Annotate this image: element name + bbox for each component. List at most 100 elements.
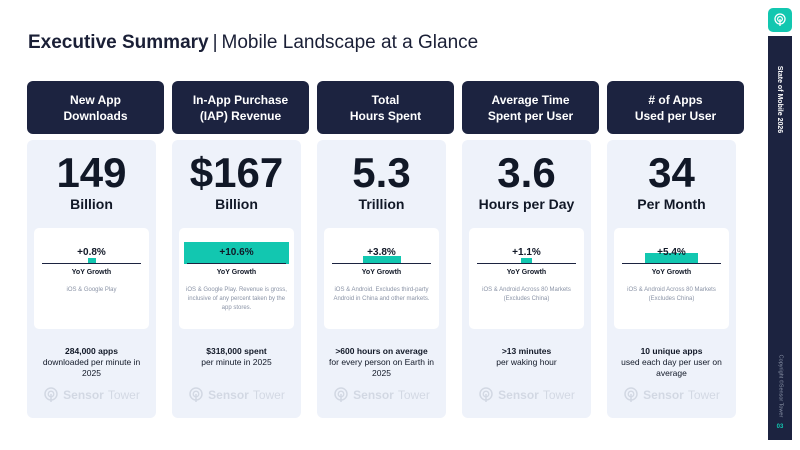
yoy-panel: +1.1% YoY Growth iOS & Android Across 80…	[469, 228, 584, 329]
metric-unit: Per Month	[637, 196, 706, 212]
metric-fact-highlight: 284,000 apps	[65, 346, 118, 356]
metric-fact-text: downloaded per minute in 2025	[42, 357, 141, 378]
yoy-baseline	[477, 263, 576, 264]
metric-fact-text: used each day per user on average	[621, 357, 722, 378]
metric-fact-highlight: >13 minutes	[501, 346, 552, 356]
metric-fact: >13 minutes per waking hour	[468, 346, 585, 368]
watermark-brand-light: Tower	[542, 388, 575, 402]
metric-fact-highlight: 10 unique apps	[640, 346, 703, 356]
card-header: Total Hours Spent	[317, 81, 454, 134]
page-title: Executive Summary | Mobile Landscape at a …	[28, 32, 478, 54]
yoy-baseline	[622, 263, 721, 264]
yoy-bar	[88, 258, 96, 264]
page-number: 03	[776, 424, 784, 430]
yoy-panel: +10.6% YoY Growth iOS & Google Play. Rev…	[179, 228, 294, 329]
metric-fact: 284,000 apps downloaded per minute in 20…	[33, 346, 150, 379]
watermark-brand-light: Tower	[252, 388, 285, 402]
metric-note: iOS & Google Play. Revenue is gross, inc…	[186, 287, 287, 311]
metric-fact: >600 hours on average for every person o…	[323, 346, 440, 379]
sidebar-title: State of Mobile 2026	[768, 44, 792, 154]
metric-value: 3.6	[497, 149, 556, 196]
yoy-bar-area	[469, 228, 584, 264]
page-title-main: Executive Summary	[28, 32, 209, 53]
card-header: # of Apps Used per User	[607, 81, 744, 134]
sidebar-copyright: Copyright ©Sensor Tower	[768, 336, 792, 436]
metric-unit: Trillion	[358, 196, 405, 212]
metric-card: 149 Billion +0.8% YoY Growth iOS & Googl…	[27, 140, 156, 418]
yoy-bar	[521, 258, 532, 264]
yoy-label: YoY Growth	[651, 269, 692, 276]
metric-fact-text: per waking hour	[496, 357, 557, 367]
sensor-tower-logo-icon	[768, 8, 792, 32]
yoy-baseline	[187, 263, 286, 264]
card-header: In-App Purchase (IAP) Revenue	[172, 81, 309, 134]
metric-value: 34	[648, 149, 695, 196]
sensor-tower-watermark-icon	[479, 387, 493, 402]
yoy-bar-area	[34, 228, 149, 264]
title-separator: |	[212, 32, 218, 53]
yoy-percent: +1.1%	[512, 247, 541, 258]
metric-fact-highlight: $318,000 spent	[206, 346, 267, 356]
metric-fact: 10 unique apps used each day per user on…	[613, 346, 730, 379]
yoy-baseline	[42, 263, 141, 264]
metric-unit: Billion	[215, 196, 258, 212]
metric-card: 5.3 Trillion +3.8% YoY Growth iOS & Andr…	[317, 140, 446, 418]
sidebar-title-text: State of Mobile 2026	[776, 65, 784, 133]
card-header-label: New App Downloads	[63, 92, 128, 123]
card-header: Average Time Spent per User	[462, 81, 599, 134]
metric-note: iOS & Android. Excludes third-party Andr…	[333, 287, 430, 302]
metric-card: 3.6 Hours per Day +1.1% YoY Growth iOS &…	[462, 140, 591, 418]
watermark-brand-bold: Sensor	[353, 388, 394, 402]
yoy-panel: +3.8% YoY Growth iOS & Android. Excludes…	[324, 228, 439, 329]
sensor-tower-watermark: Sensor Tower	[27, 387, 156, 403]
metric-card: 34 Per Month +5.4% YoY Growth iOS & Andr…	[607, 140, 736, 418]
metric-fact: $318,000 spent per minute in 2025	[178, 346, 295, 368]
metric-value: $167	[189, 149, 284, 196]
card-header-label: # of Apps Used per User	[634, 92, 717, 123]
page-subtitle: Mobile Landscape at a Glance	[221, 32, 479, 53]
right-sidebar: State of Mobile 2026 Copyright ©Sensor T…	[768, 36, 792, 440]
yoy-label: YoY Growth	[216, 269, 257, 276]
metric-note: iOS & Google Play	[66, 287, 117, 293]
yoy-bar-area	[179, 228, 294, 264]
watermark-brand-bold: Sensor	[208, 388, 249, 402]
yoy-label: YoY Growth	[71, 269, 112, 276]
yoy-label: YoY Growth	[506, 269, 547, 276]
card-header-label: Average Time Spent per User	[487, 92, 574, 123]
watermark-brand-bold: Sensor	[643, 388, 684, 402]
yoy-panel: +0.8% YoY Growth iOS & Google Play	[34, 228, 149, 329]
yoy-baseline	[332, 263, 431, 264]
sensor-tower-watermark-icon	[624, 387, 638, 402]
sensor-tower-watermark: Sensor Tower	[462, 387, 591, 403]
sensor-tower-watermark: Sensor Tower	[317, 387, 446, 403]
sensor-tower-watermark-icon	[44, 387, 58, 402]
metric-fact-text: for every person on Earth in 2025	[329, 357, 434, 378]
watermark-brand-bold: Sensor	[498, 388, 539, 402]
yoy-panel: +5.4% YoY Growth iOS & Android Across 80…	[614, 228, 729, 329]
metric-value: 149	[56, 149, 127, 196]
sensor-tower-watermark-icon	[189, 387, 203, 402]
metric-unit: Hours per Day	[478, 196, 575, 212]
metric-card: $167 Billion +10.6% YoY Growth iOS & Goo…	[172, 140, 301, 418]
metric-value: 5.3	[352, 149, 411, 196]
card-header: New App Downloads	[27, 81, 164, 134]
yoy-bar	[363, 256, 401, 264]
metric-unit: Billion	[70, 196, 113, 212]
sidebar-copyright-text: Copyright ©Sensor Tower	[777, 354, 783, 418]
metric-note: iOS & Android Across 80 Markets (Exclude…	[482, 287, 571, 302]
yoy-percent: +0.8%	[77, 247, 106, 258]
watermark-brand-light: Tower	[107, 388, 140, 402]
yoy-percent: +10.6%	[219, 247, 254, 258]
yoy-bar-area	[614, 228, 729, 264]
yoy-bar-area	[324, 228, 439, 264]
watermark-brand-bold: Sensor	[63, 388, 104, 402]
sensor-tower-watermark: Sensor Tower	[172, 387, 301, 403]
yoy-label: YoY Growth	[361, 269, 402, 276]
sensor-tower-icon	[774, 13, 786, 26]
watermark-brand-light: Tower	[397, 388, 430, 402]
yoy-bar	[184, 242, 289, 264]
yoy-bar	[645, 253, 698, 264]
card-header-label: In-App Purchase (IAP) Revenue	[192, 92, 289, 123]
metric-fact-text: per minute in 2025	[201, 357, 272, 367]
metric-note: iOS & Android Across 80 Markets (Exclude…	[627, 287, 716, 302]
